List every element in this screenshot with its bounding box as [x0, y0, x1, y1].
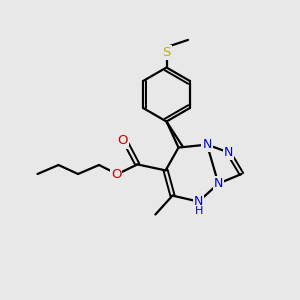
Text: O: O	[111, 168, 122, 181]
Text: H: H	[195, 206, 204, 216]
Text: S: S	[162, 46, 171, 59]
Text: N: N	[224, 146, 233, 159]
Text: N: N	[202, 138, 212, 151]
Text: N: N	[214, 177, 223, 190]
Text: O: O	[118, 134, 128, 148]
Text: N: N	[194, 195, 203, 208]
